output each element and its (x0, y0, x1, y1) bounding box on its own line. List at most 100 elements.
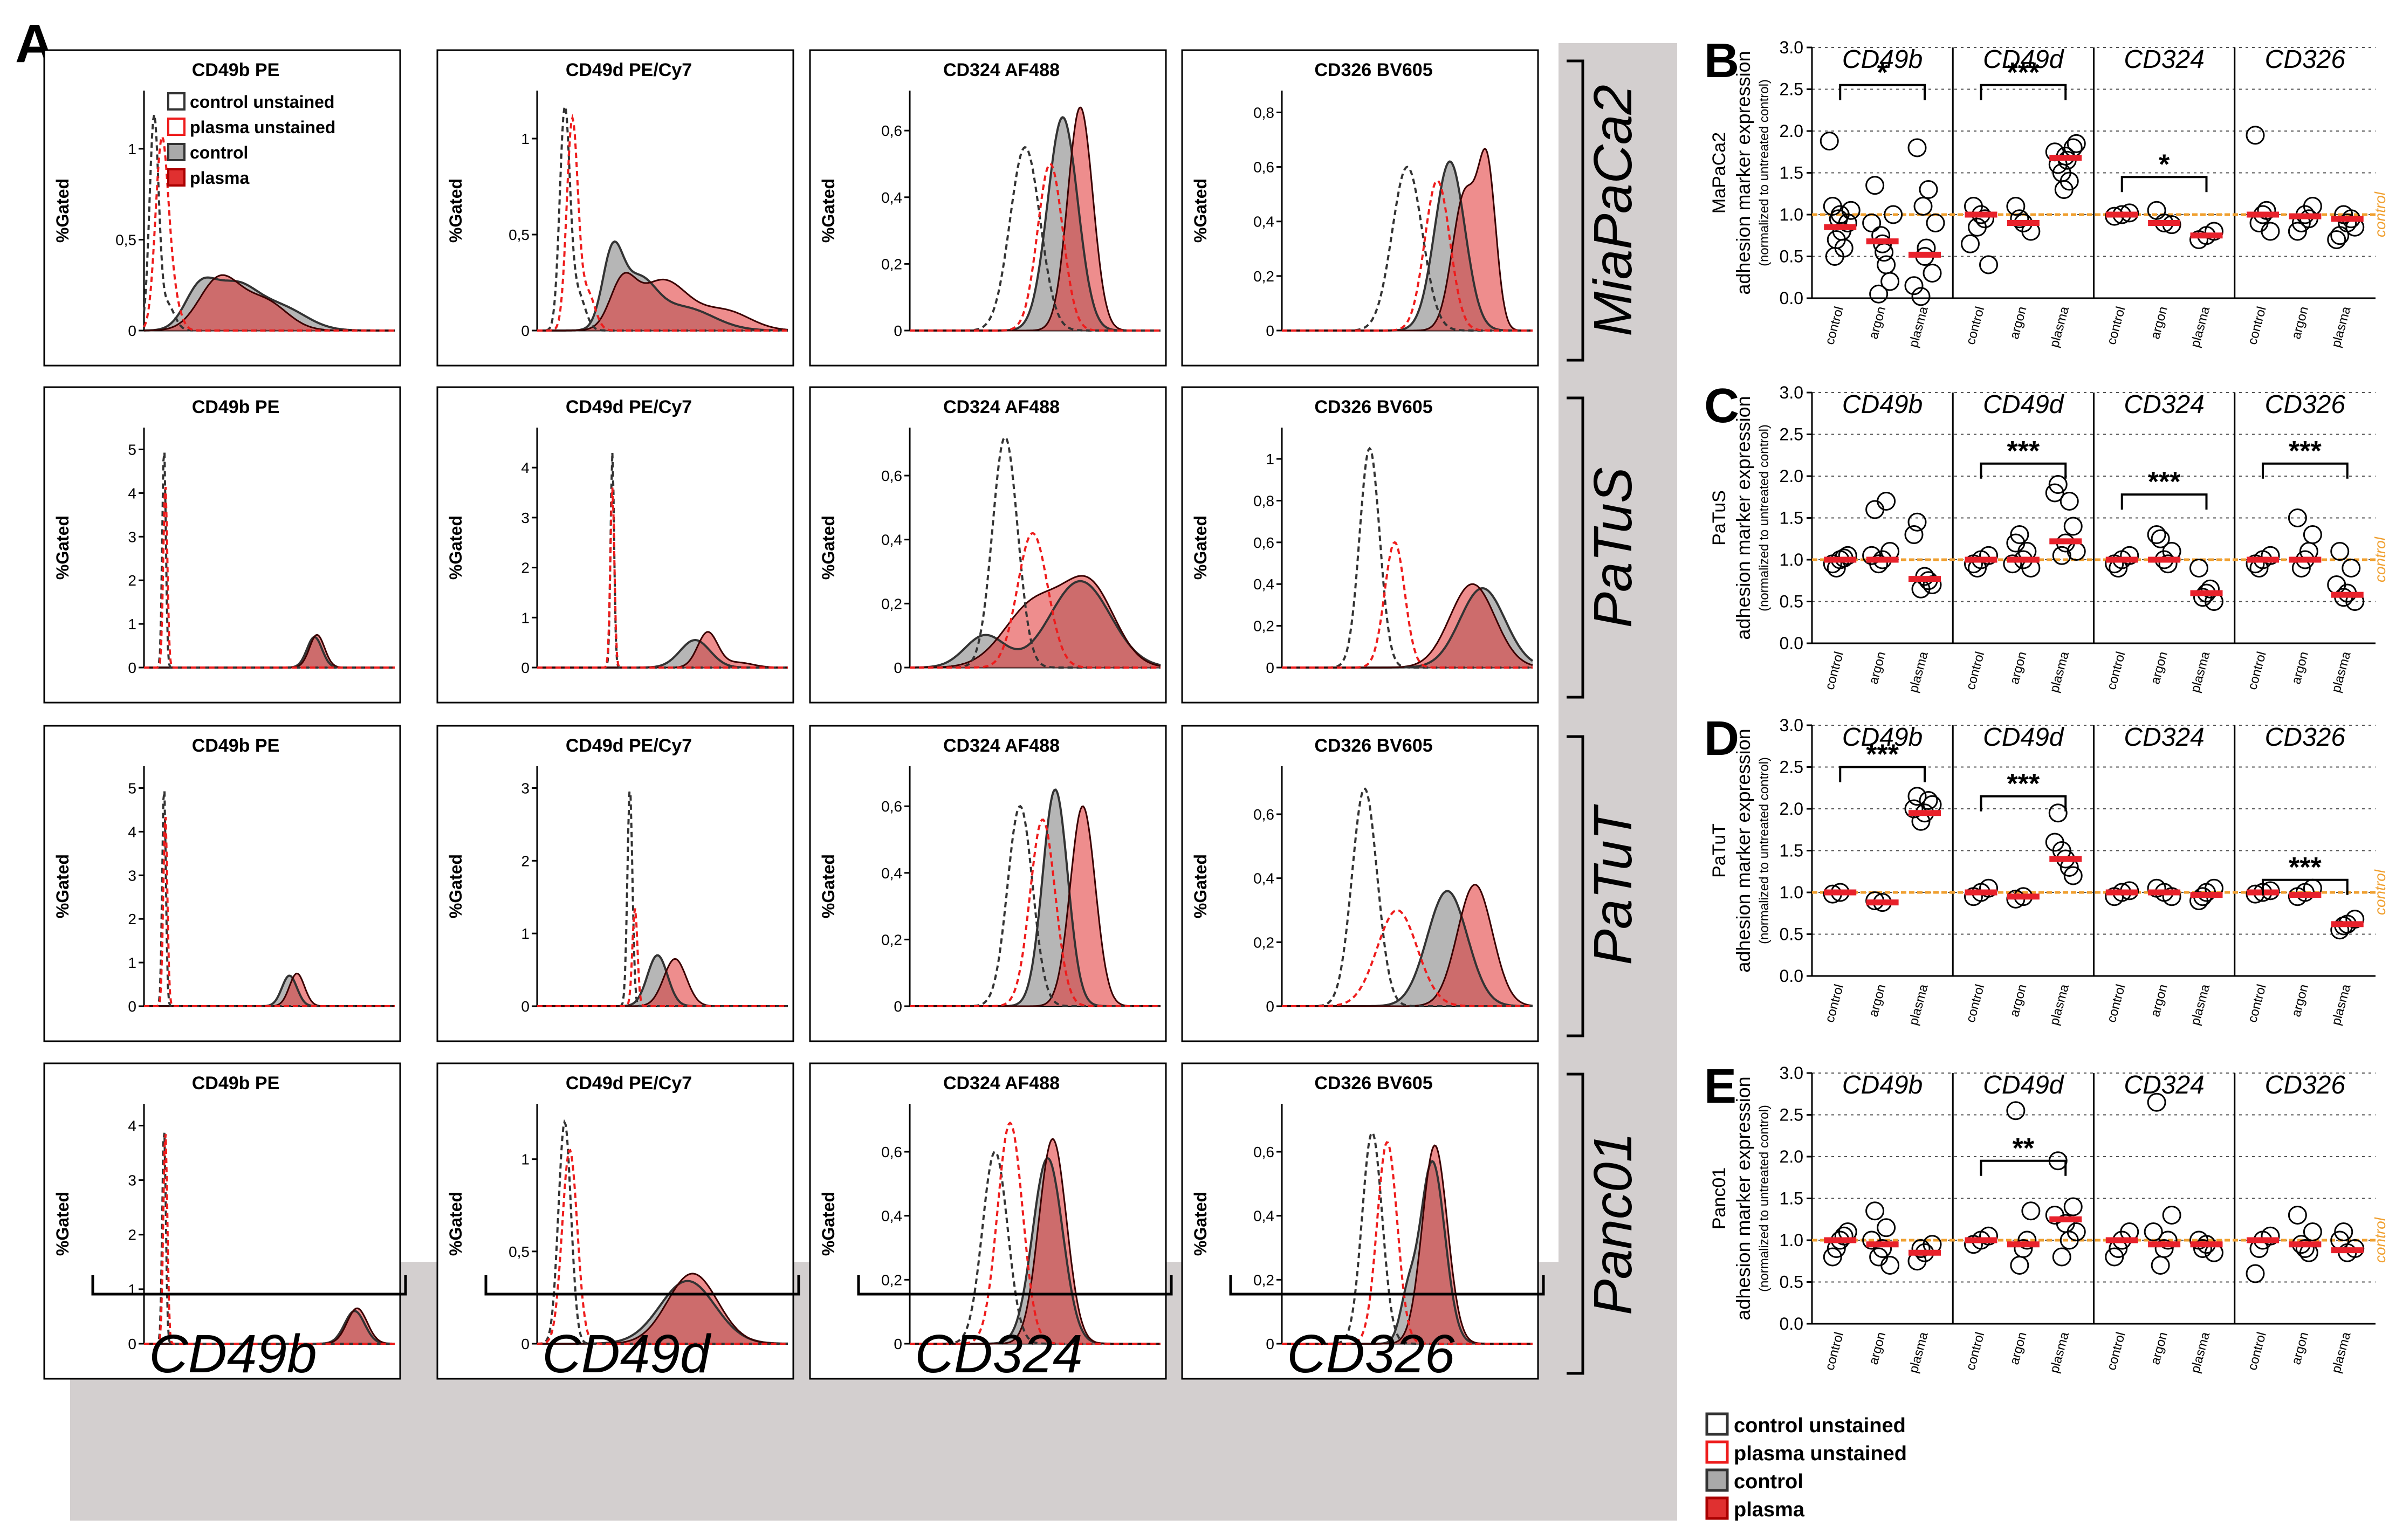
scatter-group-title: CD324 (2124, 45, 2204, 74)
hist-y-axis-label: %Gated (446, 515, 465, 580)
scatter-point-plasma (1907, 512, 1927, 532)
hist-line-control (910, 580, 1161, 669)
hist-panel-title: CD49b PE (192, 60, 280, 80)
hist-patus-cd326: CD326 BV605 %Gated 0 0,2 0,4 0,6 0,8 1 (1181, 386, 1539, 704)
hist-fill-plasma (537, 272, 788, 331)
hist-panel-title: CD49b PE (192, 397, 280, 417)
scatter-group-title: CD49b (1842, 1071, 1923, 1099)
hist-panc01-cd324: CD324 AF488 %Gated 0 0,2 0,4 0,6 (809, 1062, 1167, 1380)
scatter-point-argon (2151, 529, 2170, 548)
hist-line-plasma-unstained (537, 487, 788, 669)
hist-frame (1181, 1062, 1539, 1380)
right-legend-swatch (1705, 1468, 1729, 1492)
hist-legend-swatch (167, 118, 186, 136)
hist-y-tick-label: 0,8 (1253, 104, 1274, 121)
scatter-point-argon (2147, 525, 2166, 544)
scatter-point-plasma (1919, 180, 1938, 199)
scatter-cell-line: PaTuT (1709, 823, 1729, 878)
right-legend-label: control (1734, 1470, 1803, 1493)
scatter-point-argon (2295, 1239, 2315, 1258)
scatter-point-argon (2158, 1230, 2178, 1250)
significance-bracket (1980, 1159, 2067, 1176)
scatter-point-argon (2144, 1222, 2163, 1241)
scatter-point-control (1979, 878, 1998, 898)
hist-y-tick-label: 0,4 (881, 865, 902, 882)
hist-panel-title: CD326 BV605 (1314, 1073, 1432, 1094)
hist-y-axis-label: %Gated (446, 1192, 465, 1256)
scatter-point-control (2105, 554, 2124, 574)
scatter-point-plasma (1904, 276, 1924, 295)
scatter-point-control (2261, 1226, 2280, 1246)
scatter-column: B 0.0 0.5 1.0 1.5 2.0 2.5 3.0 control adhesion ma… (1704, 34, 2388, 1374)
scatter-point-plasma (2334, 1222, 2353, 1241)
significance-bracket (2262, 462, 2349, 479)
scatter-point-argon (1865, 1201, 1885, 1221)
scatter-point-control (1979, 1226, 1998, 1246)
scatter-y-tick-label: 0.5 (1780, 247, 1803, 266)
hist-frame (809, 49, 1167, 367)
marker-bracket-line (857, 1275, 1173, 1296)
scatter-group-title: CD326 (2265, 723, 2346, 752)
significance-label: *** (1866, 739, 1899, 771)
hist-line-plasma-unstained (1282, 180, 1533, 332)
hist-frame (436, 386, 794, 704)
scatter-group-title: CD324 (2124, 1071, 2204, 1099)
scatter-y-tick-label: 0.5 (1780, 592, 1803, 611)
hist-y-tick-label: 0,4 (1253, 214, 1274, 230)
hist-y-tick-label: 0,4 (881, 1208, 902, 1225)
hist-fill-plasma (910, 107, 1161, 331)
scatter-cell-line: MaPaCa2 (1709, 132, 1729, 214)
scatter-y-tick-label: 2.5 (1780, 1105, 1803, 1125)
scatter-point-control (1964, 554, 1983, 574)
hist-fill-plasma (537, 1273, 788, 1344)
scatter-point-plasma (2193, 1239, 2212, 1258)
hist-y-tick-label: 0 (128, 659, 136, 676)
scatter-group-title: CD326 (2265, 45, 2346, 74)
scatter-y-tick-label: 1.5 (1780, 508, 1803, 528)
hist-y-tick-label: 3 (521, 510, 530, 526)
hist-panel-title: CD326 BV605 (1314, 735, 1432, 756)
hist-y-tick-label: 2 (128, 911, 136, 927)
scatter-point-control (1820, 132, 1839, 151)
scatter-point-argon (1862, 546, 1882, 565)
scatter-y-tick-label: 3.0 (1780, 716, 1803, 735)
hist-y-tick-label: 0,8 (1253, 492, 1274, 509)
scatter-point-argon (2010, 525, 2029, 544)
hist-y-tick-label: 0 (128, 1336, 136, 1352)
hist-y-tick-label: 0 (1266, 322, 1274, 339)
scatter-point-plasma (2045, 483, 2064, 503)
significance-label: * (1877, 57, 1889, 88)
cellline-bracket-line (1567, 735, 1584, 1037)
hist-y-tick-label: 4 (128, 1117, 136, 1134)
scatter-point-argon (2162, 1206, 2181, 1225)
hist-line-plasma-unstained (910, 162, 1161, 332)
scatter-point-control (1823, 197, 1842, 216)
panel-letter: E (1704, 1060, 1736, 1113)
scatter-point-control (2246, 554, 2265, 574)
scatter-group-title: CD49d (1983, 45, 2064, 74)
scatter-point-control (2105, 1247, 2124, 1267)
scatter-point-plasma (2189, 1230, 2208, 1250)
hist-y-tick-label: 0 (894, 659, 902, 676)
hist-line-plasma (910, 575, 1161, 669)
scatter-point-plasma (2330, 542, 2350, 561)
hist-y-axis-label: %Gated (819, 854, 838, 918)
hist-line-plasma-unstained (537, 113, 788, 332)
scatter-point-plasma (1913, 197, 1933, 216)
scatter-group-title: CD49d (1983, 1071, 2064, 1099)
hist-frame (43, 1062, 401, 1380)
right-legend-swatch (1705, 1412, 1729, 1436)
panel-letter: D (1704, 712, 1739, 766)
scatter-point-argon (2303, 1222, 2322, 1241)
cellline-label: PaTuT (1583, 804, 1643, 965)
cellline-bracket-line (1567, 396, 1584, 699)
scatter-y-tick-label: 2.0 (1780, 466, 1803, 486)
marker-label: CD49d (542, 1324, 712, 1384)
hist-y-tick-label: 0 (894, 1336, 902, 1352)
scatter-point-plasma (2201, 579, 2220, 599)
hist-legend-swatch (167, 92, 186, 111)
scatter-y-tick-label: 0.0 (1780, 288, 1803, 308)
hist-y-tick-label: 0,5 (509, 1243, 530, 1260)
